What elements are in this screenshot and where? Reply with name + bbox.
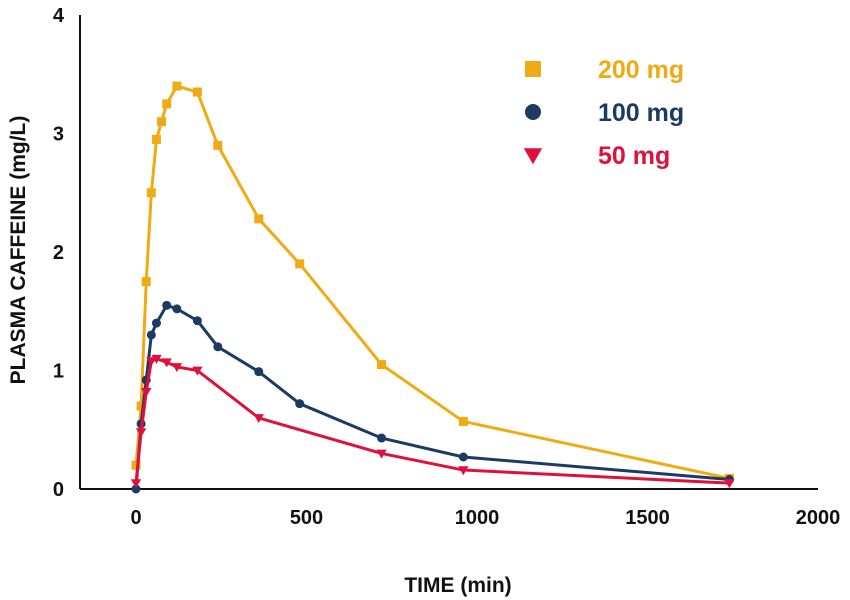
- x-tick-label: 0: [130, 507, 141, 529]
- data-point: [162, 99, 172, 109]
- data-point: [131, 484, 141, 494]
- y-tick-label: 0: [53, 479, 64, 501]
- data-point: [157, 117, 167, 127]
- legend-label: 200 mg: [598, 56, 684, 84]
- data-point: [135, 428, 147, 438]
- data-point: [377, 360, 387, 370]
- legend-marker: [525, 61, 541, 77]
- y-tick-label: 3: [53, 124, 64, 146]
- data-point: [253, 414, 264, 424]
- x-tick-label: 500: [290, 507, 323, 529]
- series-line: [134, 357, 730, 485]
- legend-marker: [525, 104, 541, 120]
- data-point: [146, 330, 156, 340]
- data-point: [192, 366, 203, 376]
- data-point: [254, 367, 264, 377]
- data-point: [376, 449, 387, 459]
- data-point: [141, 277, 151, 287]
- legend-marker: [523, 148, 543, 165]
- legend-label: 100 mg: [598, 99, 684, 127]
- data-point: [151, 354, 162, 364]
- data-point: [458, 466, 469, 476]
- y-tick-label: 2: [53, 242, 64, 264]
- axes: [79, 15, 818, 490]
- y-tick-labels: 0 1 2 3 4: [53, 5, 65, 501]
- data-point: [458, 452, 468, 462]
- y-tick-label: 1: [53, 361, 64, 383]
- data-point: [161, 358, 172, 368]
- y-axis-title: PLASMA CAFFEINE (mg/L): [7, 116, 30, 385]
- data-point: [130, 479, 142, 489]
- data-point: [131, 460, 141, 470]
- data-point: [136, 401, 146, 411]
- data-point: [458, 416, 468, 426]
- x-tick-label: 2000: [796, 507, 841, 529]
- series-layer: [130, 81, 735, 494]
- data-point: [192, 87, 202, 97]
- y-tick-label: 4: [53, 5, 65, 27]
- data-point: [151, 318, 161, 328]
- x-tick-label: 1000: [455, 507, 500, 529]
- x-tick-labels: 0 500 1000 1500 2000: [130, 507, 840, 529]
- series-0: [131, 81, 734, 483]
- data-point: [295, 399, 305, 409]
- legend: 200 mg 100 mg 50 mg: [523, 56, 684, 170]
- data-point: [146, 357, 157, 367]
- x-axis-title: TIME (min): [404, 574, 511, 597]
- data-point: [192, 316, 202, 326]
- data-point: [171, 363, 183, 373]
- data-point: [172, 81, 182, 91]
- series-line: [134, 303, 730, 490]
- data-point: [295, 259, 305, 269]
- data-point: [213, 140, 223, 150]
- data-point: [141, 388, 152, 398]
- legend-label: 50 mg: [598, 142, 670, 170]
- data-point: [172, 304, 182, 314]
- data-point: [254, 214, 264, 224]
- series-2: [130, 354, 735, 489]
- data-point: [146, 188, 156, 198]
- data-point: [377, 433, 387, 443]
- data-point: [162, 300, 172, 310]
- data-point: [213, 342, 223, 352]
- data-point: [151, 134, 161, 144]
- x-tick-label: 1500: [625, 507, 670, 529]
- data-point: [724, 479, 735, 489]
